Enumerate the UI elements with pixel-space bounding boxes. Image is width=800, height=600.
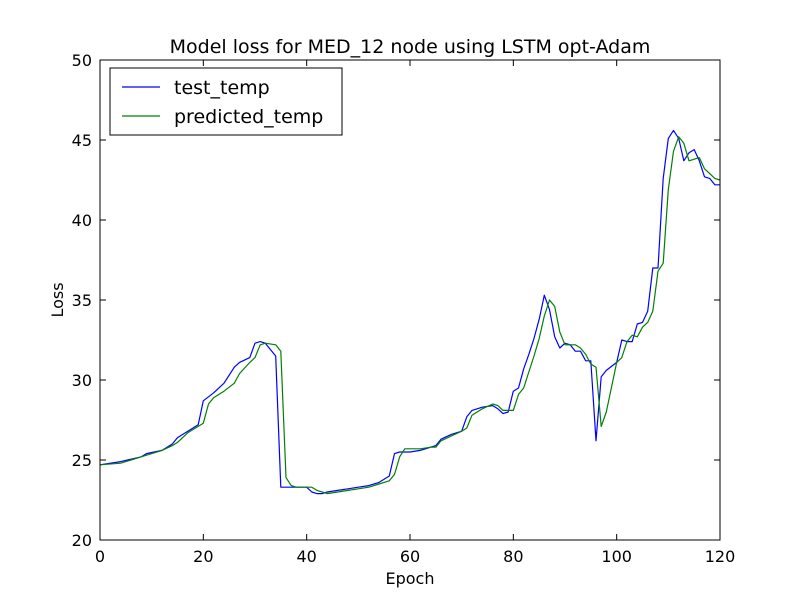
y-tick-label: 45: [72, 131, 92, 150]
y-tick-label: 40: [72, 211, 92, 230]
y-tick-label: 30: [72, 371, 92, 390]
chart-title: Model loss for MED_12 node using LSTM op…: [170, 36, 651, 58]
y-tick-label: 25: [72, 451, 92, 470]
y-tick-label: 20: [72, 531, 92, 550]
series-line-predicted-temp: [99, 136, 721, 495]
y-tick-label: 35: [72, 291, 92, 310]
x-tick-label: 20: [193, 547, 213, 566]
x-tick-label: 0: [95, 547, 105, 566]
legend-label-test-temp: test_temp: [174, 77, 270, 99]
legend-label-predicted-temp: predicted_temp: [174, 106, 323, 128]
x-tick-label: 60: [400, 547, 420, 566]
x-tick-label: 80: [503, 547, 523, 566]
x-axis-label: Epoch: [386, 569, 435, 588]
x-tick-label: 40: [296, 547, 316, 566]
series-line-test-temp: [99, 129, 720, 495]
x-tick-label: 100: [601, 547, 632, 566]
series-group: [99, 129, 721, 495]
y-axis-label: Loss: [48, 282, 67, 317]
legend: test_temp predicted_temp: [109, 67, 343, 136]
y-tick-label: 50: [72, 51, 92, 70]
legend-box: [109, 67, 343, 136]
x-tick-label: 120: [705, 547, 736, 566]
